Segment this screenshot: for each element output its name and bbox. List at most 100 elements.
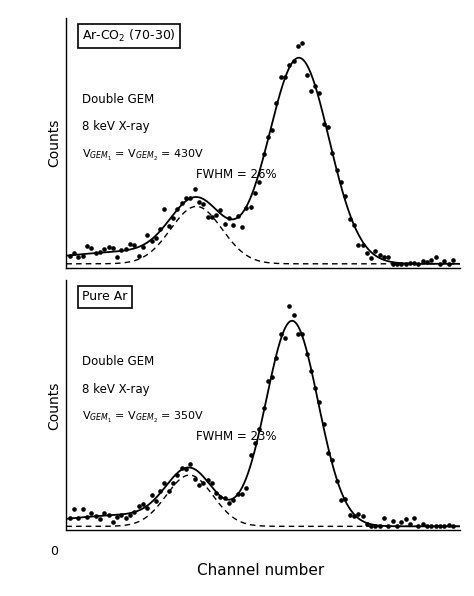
Point — [294, 41, 302, 51]
Point — [324, 448, 332, 457]
Text: Channel number: Channel number — [197, 563, 324, 578]
Point — [251, 188, 259, 197]
Point — [428, 255, 435, 265]
Point — [406, 519, 414, 528]
Point — [255, 424, 263, 433]
Point — [320, 419, 328, 429]
Point — [229, 221, 237, 230]
Text: Ar-CO$_2$ (70-30): Ar-CO$_2$ (70-30) — [82, 28, 176, 44]
Point — [66, 252, 73, 261]
Point — [328, 148, 336, 157]
Point — [389, 259, 396, 269]
Point — [320, 119, 328, 128]
Text: V$_{GEM_1}$ = V$_{GEM_2}$ = 430V: V$_{GEM_1}$ = V$_{GEM_2}$ = 430V — [82, 148, 204, 163]
Point — [165, 221, 173, 231]
Point — [449, 256, 457, 265]
Point — [440, 522, 448, 531]
Point — [126, 239, 134, 249]
Point — [419, 519, 427, 529]
Point — [333, 476, 340, 486]
Text: 8 keV X-ray: 8 keV X-ray — [82, 120, 150, 134]
Point — [384, 253, 392, 262]
Point — [200, 479, 207, 488]
Point — [234, 490, 241, 499]
Point — [376, 522, 383, 531]
Point — [307, 366, 315, 375]
Point — [428, 522, 435, 531]
Point — [393, 259, 401, 269]
Point — [316, 398, 323, 407]
Point — [217, 206, 224, 215]
Point — [328, 455, 336, 465]
Point — [299, 329, 306, 339]
Point — [156, 486, 164, 496]
Point — [135, 251, 143, 260]
Point — [307, 86, 315, 96]
Point — [445, 520, 452, 529]
Point — [66, 513, 73, 523]
Point — [311, 80, 319, 90]
Point — [355, 509, 362, 519]
Point — [402, 514, 410, 524]
Point — [83, 241, 91, 250]
Text: 0: 0 — [51, 545, 58, 558]
Point — [423, 257, 431, 267]
Point — [148, 490, 155, 499]
Point — [113, 513, 121, 522]
Point — [105, 510, 112, 520]
Point — [255, 177, 263, 187]
Point — [247, 451, 255, 460]
Point — [109, 243, 117, 252]
Point — [169, 213, 177, 223]
Point — [139, 242, 147, 252]
Point — [436, 522, 444, 531]
Point — [161, 204, 168, 214]
Point — [285, 60, 293, 70]
Point — [74, 513, 82, 523]
Point — [359, 511, 366, 521]
Point — [92, 248, 100, 257]
Point — [303, 350, 310, 359]
Point — [440, 256, 448, 265]
Point — [290, 311, 298, 320]
Point — [148, 237, 155, 246]
Point — [333, 165, 340, 175]
Text: V$_{GEM_1}$ = V$_{GEM_2}$ = 350V: V$_{GEM_1}$ = V$_{GEM_2}$ = 350V — [82, 411, 204, 426]
Point — [229, 495, 237, 505]
Point — [109, 517, 117, 526]
Point — [311, 383, 319, 393]
Point — [359, 240, 366, 249]
Point — [303, 70, 310, 80]
Point — [410, 513, 418, 523]
Point — [290, 56, 298, 66]
Point — [260, 150, 267, 159]
Point — [316, 88, 323, 98]
Y-axis label: Counts: Counts — [47, 381, 61, 430]
Point — [96, 247, 104, 256]
Point — [372, 247, 379, 256]
Point — [273, 98, 280, 108]
Point — [105, 242, 112, 252]
Point — [238, 489, 246, 499]
Point — [178, 464, 185, 473]
Point — [350, 220, 358, 229]
Point — [419, 256, 427, 265]
Point — [243, 483, 250, 493]
Point — [247, 203, 255, 212]
Point — [92, 511, 100, 520]
Point — [70, 248, 78, 257]
Text: Double GEM: Double GEM — [82, 93, 155, 106]
Point — [122, 244, 129, 254]
Point — [398, 517, 405, 526]
Point — [118, 245, 125, 254]
Point — [294, 329, 302, 339]
Point — [264, 376, 272, 386]
Point — [195, 197, 203, 207]
Point — [260, 403, 267, 413]
Point — [337, 495, 345, 504]
Point — [346, 215, 354, 224]
Point — [208, 479, 216, 488]
Point — [182, 464, 190, 474]
Point — [225, 498, 233, 507]
Point — [212, 489, 220, 498]
